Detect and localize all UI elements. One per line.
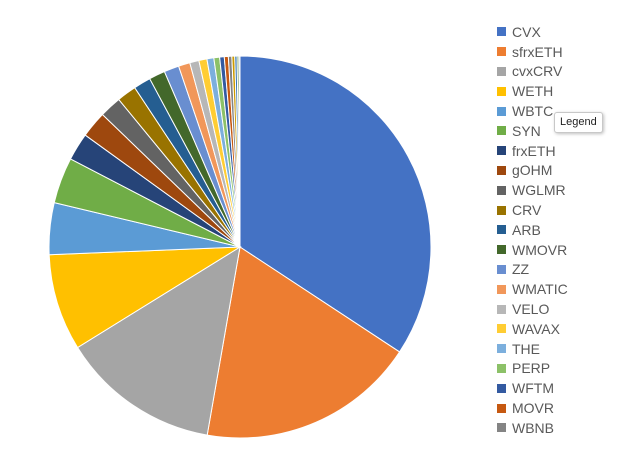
legend-swatch xyxy=(497,383,506,393)
legend-swatch xyxy=(497,185,506,195)
legend-swatch xyxy=(497,205,506,215)
pie-slice-weth[interactable] xyxy=(48,246,242,349)
legend-label: CRV xyxy=(512,202,542,219)
legend-label: WBNB xyxy=(512,419,554,436)
legend-item-wglmr[interactable]: WGLMR xyxy=(497,180,617,200)
legend-item-gohm[interactable]: gOHM xyxy=(497,161,617,181)
legend-item-zz[interactable]: ZZ xyxy=(497,260,617,280)
legend-item-syn[interactable]: SYN xyxy=(497,121,617,141)
legend-label: WBTC xyxy=(512,103,554,120)
legend-label: sfrxETH xyxy=(512,43,563,60)
legend-label: WMOVR xyxy=(512,241,568,258)
legend-label: gOHM xyxy=(512,162,553,179)
legend-swatch xyxy=(497,66,506,76)
legend-item-cvx[interactable]: CVX xyxy=(497,22,617,42)
legend-label: WGLMR xyxy=(512,182,566,199)
legend-swatch xyxy=(497,344,506,354)
legend-swatch xyxy=(497,423,506,433)
legend-item-sfrxeth[interactable]: sfrxETH xyxy=(497,42,617,62)
legend-item-cvxcrv[interactable]: cvxCRV xyxy=(497,62,617,82)
legend-swatch xyxy=(497,324,506,334)
legend-label: ZZ xyxy=(512,261,530,278)
legend-swatch xyxy=(497,165,506,175)
legend-swatch xyxy=(497,403,506,413)
legend-item-wmovr[interactable]: WMOVR xyxy=(497,240,617,260)
legend-label: frxETH xyxy=(512,142,556,159)
legend-label: WMATIC xyxy=(512,281,568,298)
legend: CVX sfrxETH cvxCRV WETH WBTC SYN frxETH gOHM WGL… xyxy=(497,22,617,438)
legend-item-movr[interactable]: MOVR xyxy=(497,398,617,418)
legend-label: VELO xyxy=(512,301,550,318)
legend-item-frxeth[interactable]: frxETH xyxy=(497,141,617,161)
legend-item-wftm[interactable]: WFTM xyxy=(497,378,617,398)
pie-slice-cvxcrv[interactable] xyxy=(76,245,241,436)
legend-label: ARB xyxy=(512,221,541,238)
legend-label: WETH xyxy=(512,83,554,100)
legend-swatch xyxy=(497,284,506,294)
legend-item-wavax[interactable]: WAVAX xyxy=(497,319,617,339)
legend-item-weth[interactable]: WETH xyxy=(497,81,617,101)
pie-slice-sfrxeth[interactable] xyxy=(206,246,401,439)
legend-swatch xyxy=(497,86,506,96)
legend-label: MOVR xyxy=(512,400,554,417)
legend-tooltip: Legend xyxy=(554,112,603,134)
legend-swatch xyxy=(497,27,506,37)
legend-label: PERP xyxy=(512,360,551,377)
pie-slice-other-24[interactable] xyxy=(238,55,241,248)
legend-swatch xyxy=(497,126,506,136)
legend-item-wbnb[interactable]: WBNB xyxy=(497,418,617,438)
legend-item-crv[interactable]: CRV xyxy=(497,200,617,220)
legend-label: WAVAX xyxy=(512,320,560,337)
legend-label: CVX xyxy=(512,23,541,40)
legend-swatch xyxy=(497,225,506,235)
legend-label: SYN xyxy=(512,122,541,139)
legend-swatch xyxy=(497,47,506,57)
legend-item-the[interactable]: THE xyxy=(497,339,617,359)
legend-swatch xyxy=(497,146,506,156)
legend-item-velo[interactable]: VELO xyxy=(497,299,617,319)
legend-item-wbtc[interactable]: WBTC xyxy=(497,101,617,121)
legend-swatch xyxy=(497,304,506,314)
legend-label: cvxCRV xyxy=(512,63,563,80)
legend-item-wmatic[interactable]: WMATIC xyxy=(497,279,617,299)
legend-item-arb[interactable]: ARB xyxy=(497,220,617,240)
legend-swatch xyxy=(497,245,506,255)
legend-swatch xyxy=(497,106,506,116)
legend-label: WFTM xyxy=(512,380,554,397)
legend-swatch xyxy=(497,363,506,373)
legend-item-perp[interactable]: PERP xyxy=(497,359,617,379)
legend-swatch xyxy=(497,264,506,274)
legend-label: THE xyxy=(512,340,540,357)
